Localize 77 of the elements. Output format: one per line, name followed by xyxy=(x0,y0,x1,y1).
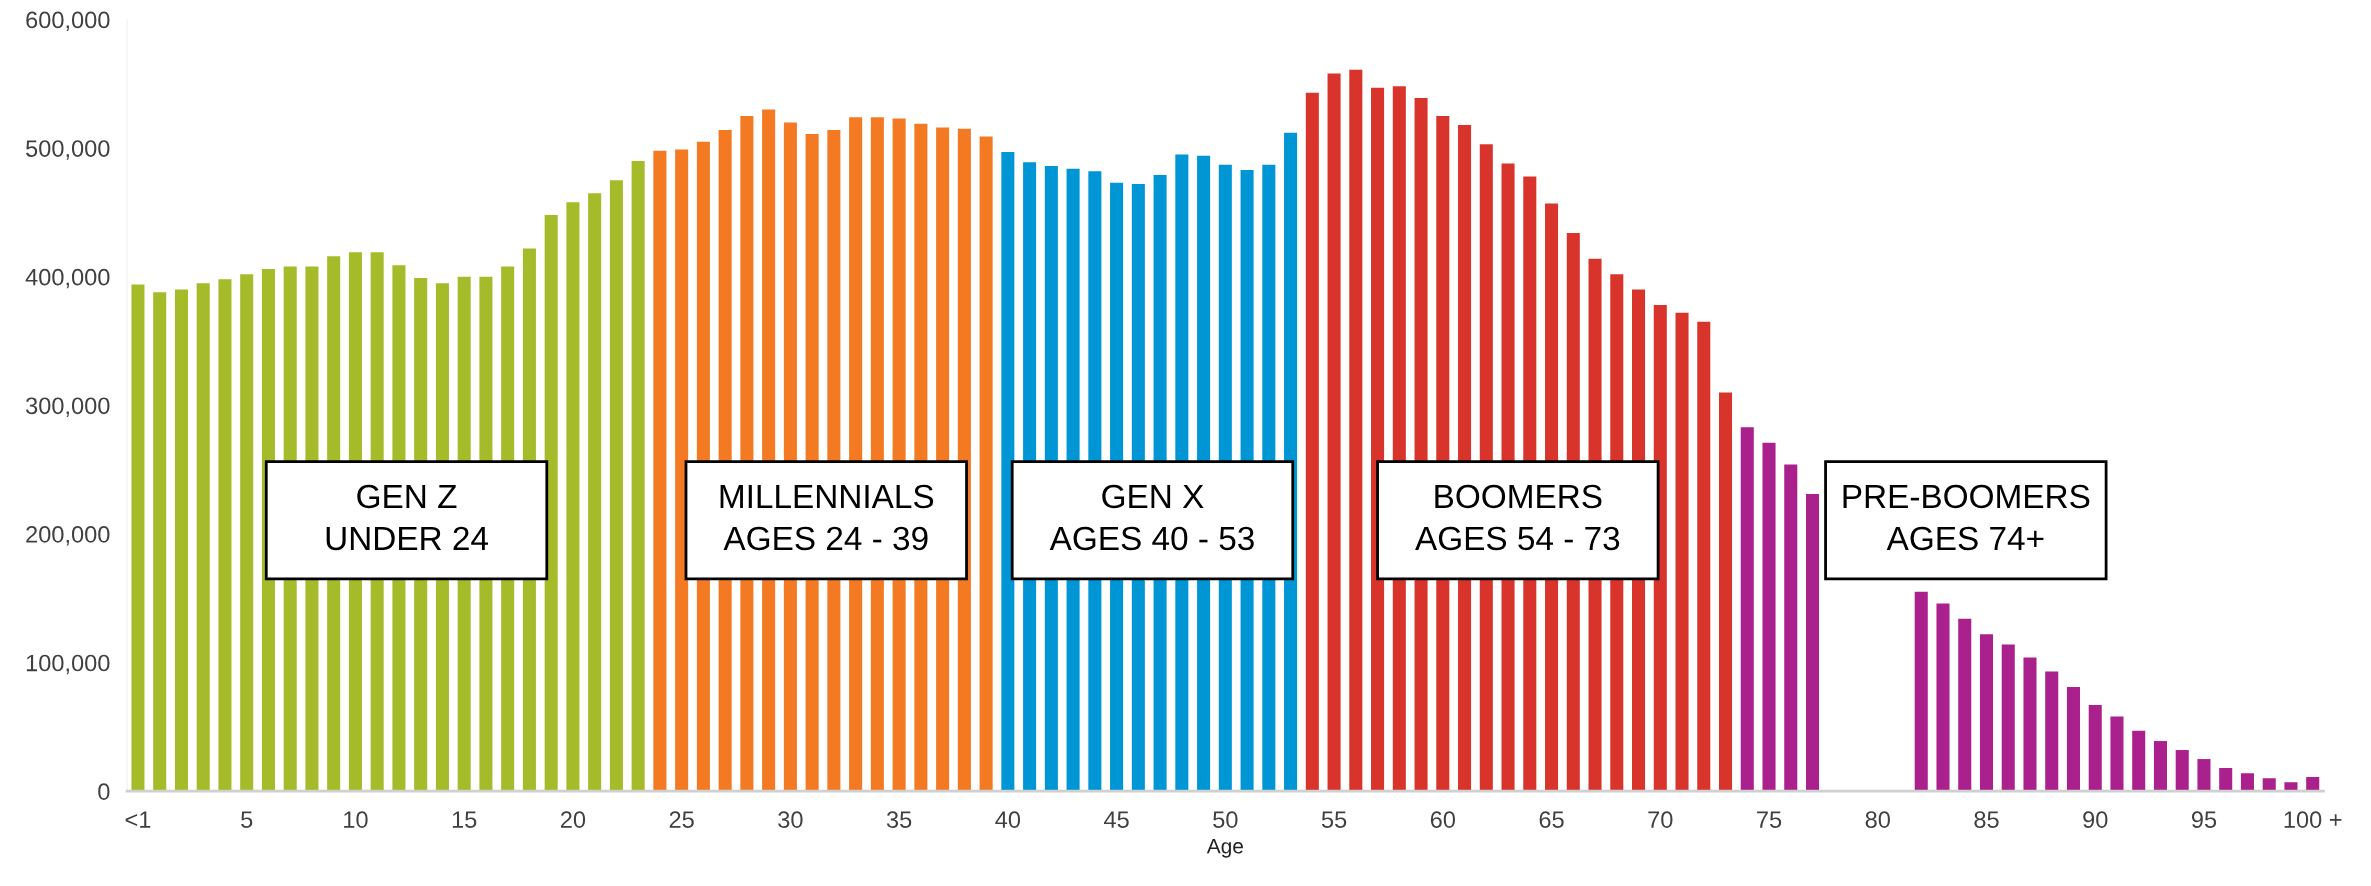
bar xyxy=(2219,768,2233,792)
x-tick-label: 60 xyxy=(1430,811,1456,828)
bar xyxy=(675,149,689,792)
y-tick-label: 500,000 xyxy=(26,140,110,160)
x-tick-label: 25 xyxy=(669,811,694,828)
bar xyxy=(631,160,645,792)
y-tick-label: 200,000 xyxy=(26,526,110,546)
x-tick-label: 95 xyxy=(2191,811,2217,828)
bar xyxy=(1914,591,1928,792)
bar xyxy=(2001,644,2015,792)
x-tick-label: 10 xyxy=(344,811,368,828)
x-tick-label: 65 xyxy=(1539,811,1564,828)
x-tick-label: 30 xyxy=(778,811,803,828)
x-tick-label: 55 xyxy=(1321,811,1347,828)
bar xyxy=(131,284,145,792)
bar xyxy=(1719,392,1733,792)
bar xyxy=(2197,759,2211,792)
x-tick-label: 15 xyxy=(452,811,477,828)
annotation: GEN Z UNDER 24 xyxy=(326,484,488,551)
bar xyxy=(2132,730,2146,792)
bar xyxy=(174,289,188,792)
bar xyxy=(609,180,623,792)
bar xyxy=(1327,73,1341,792)
bar xyxy=(566,202,580,792)
y-tick-label: 600,000 xyxy=(26,11,110,32)
bar xyxy=(2306,777,2320,792)
annotation: BOOMERS AGES 54 - 73 xyxy=(1415,484,1620,551)
x-axis-title: Age xyxy=(1206,838,1243,858)
bar xyxy=(653,150,667,792)
bar xyxy=(2023,657,2037,792)
x-tick-label: 50 xyxy=(1213,811,1238,828)
bar xyxy=(1740,427,1754,792)
x-tick-label: 85 xyxy=(1974,811,1999,828)
bar xyxy=(1762,442,1776,792)
bar xyxy=(218,279,232,792)
bar xyxy=(1805,494,1820,792)
bar xyxy=(1697,321,1711,792)
bar xyxy=(2045,671,2059,792)
bar xyxy=(1979,634,1994,792)
bar xyxy=(1675,312,1689,792)
x-tick-label: 80 xyxy=(1865,811,1890,828)
y-tick-label: 300,000 xyxy=(25,397,110,417)
x-tick-label: 20 xyxy=(560,811,586,828)
y-tick-label: 0 xyxy=(98,783,110,800)
x-tick-label: 70 xyxy=(1648,811,1673,828)
bar xyxy=(1001,151,1015,792)
x-tick-label: <1 xyxy=(125,811,151,828)
bar xyxy=(240,274,254,792)
bar xyxy=(2262,778,2276,792)
bar xyxy=(2110,716,2124,792)
bar xyxy=(153,292,167,792)
annotation: PRE-BOOMERS AGES 74+ xyxy=(1843,484,2090,551)
bar xyxy=(1305,92,1319,792)
bar xyxy=(196,283,210,792)
x-tick-label: 90 xyxy=(2083,811,2108,828)
x-tick-label: 35 xyxy=(886,811,912,828)
annotation: GEN X AGES 40 - 53 xyxy=(1049,484,1254,551)
x-tick-label: 5 xyxy=(241,811,253,828)
bar xyxy=(1784,464,1798,792)
bar xyxy=(2153,741,2167,792)
bar xyxy=(1936,603,1950,792)
bar xyxy=(544,214,558,792)
x-tick-label: 75 xyxy=(1757,811,1782,828)
bar xyxy=(2066,687,2081,792)
bar xyxy=(2088,705,2102,792)
bar xyxy=(1958,618,1972,792)
bar xyxy=(979,136,993,792)
x-tick-label: 45 xyxy=(1104,811,1129,828)
bar xyxy=(588,193,602,792)
bar xyxy=(2175,750,2189,792)
y-tick-label: 100,000 xyxy=(26,654,110,675)
x-tick-label: 40 xyxy=(995,811,1021,828)
y-tick-label: 400,000 xyxy=(25,268,110,289)
bar xyxy=(1349,69,1363,792)
annotation: MILLENNIALS AGES 24 - 39 xyxy=(720,484,934,551)
x-tick-label: 100 + xyxy=(2284,811,2342,828)
bar xyxy=(2240,773,2254,792)
